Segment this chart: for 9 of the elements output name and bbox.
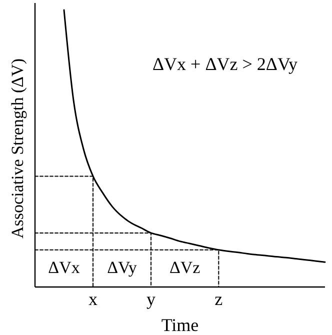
y-axis-title: Associative Strength (ΔV) [8, 58, 27, 238]
annotation: ΔVx [48, 258, 80, 277]
x-tick-label: y [146, 289, 156, 309]
x-tick-label: x [88, 289, 98, 309]
x-tick-label: z [214, 289, 223, 309]
annotation: ΔVy [107, 258, 138, 277]
annotation: ΔVx + ΔVz > 2ΔVy [152, 54, 298, 74]
annotation: ΔVz [169, 258, 201, 277]
x-axis-title: Time [161, 315, 199, 335]
